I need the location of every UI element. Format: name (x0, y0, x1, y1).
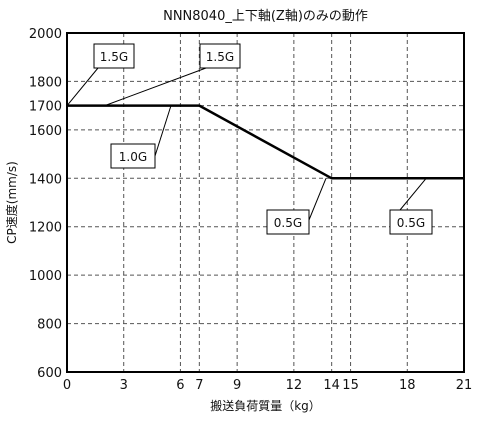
y-tick-label: 1000 (29, 269, 62, 284)
y-tick-label: 2000 (29, 27, 62, 42)
series-line (67, 104, 464, 180)
annotation-box (266, 209, 310, 235)
annotation-leader-line (66, 67, 99, 106)
y-tick-label: 1800 (29, 75, 62, 90)
annotation-leader-line (154, 105, 172, 157)
x-axis-label: 搬送負荷質量（kg） (210, 398, 321, 413)
x-tick-label: 18 (399, 378, 416, 393)
annotation-callout: 1.5G (66, 43, 135, 106)
y-tick-label: 800 (37, 318, 62, 333)
annotation-label: 1.5G (100, 50, 128, 64)
annotation-leader-line (308, 178, 327, 221)
annotation-box (93, 43, 135, 69)
y-tick-label: 600 (37, 366, 62, 381)
annotation-label: 1.5G (206, 50, 234, 64)
x-tick-label: 9 (233, 378, 241, 393)
y-tick-labels: 600 800 1000 1200 1400 1600 1700 1800 2000 (29, 27, 62, 381)
vertical-gridlines (123, 33, 408, 372)
annotation-callout: 1.5G (104, 43, 241, 107)
x-tick-labels: 0 3 6 7 9 12 14 15 18 21 (63, 378, 472, 393)
annotation-box (110, 143, 156, 169)
annotation-label: 0.5G (397, 216, 425, 230)
x-tick-label: 0 (63, 378, 71, 393)
chart-title: NNN8040_上下軸(Z軸)のみの動作 (163, 9, 368, 24)
x-tick-label: 21 (456, 378, 473, 393)
annotation-leader-line (399, 177, 427, 211)
annotation-box (389, 209, 433, 235)
x-tick-label: 12 (286, 378, 303, 393)
annotation-box (199, 43, 241, 69)
annotation-callout: 1.0G (110, 105, 172, 169)
x-tick-label: 7 (195, 378, 203, 393)
annotation-label: 0.5G (274, 216, 302, 230)
annotation-callout: 0.5G (389, 177, 433, 235)
x-tick-label: 6 (176, 378, 184, 393)
x-tick-label: 3 (120, 378, 128, 393)
annotation-label: 1.0G (119, 150, 147, 164)
y-tick-label: 1200 (29, 221, 62, 236)
annotations: 1.5G 1.5G 1.0G 0.5G 0.5G (66, 43, 433, 235)
plot-area-frame (66, 32, 465, 373)
y-tick-label: 1400 (29, 172, 62, 187)
annotation-leader-line (104, 67, 207, 107)
x-tick-label: 14 (323, 378, 340, 393)
annotation-callout: 0.5G (266, 178, 327, 235)
y-tick-label: 1600 (29, 124, 62, 139)
y-axis-label: CP速度(mm/s) (4, 161, 19, 244)
horizontal-gridlines (67, 80, 464, 325)
y-tick-label: 1700 (29, 100, 62, 115)
x-tick-label: 15 (342, 378, 359, 393)
